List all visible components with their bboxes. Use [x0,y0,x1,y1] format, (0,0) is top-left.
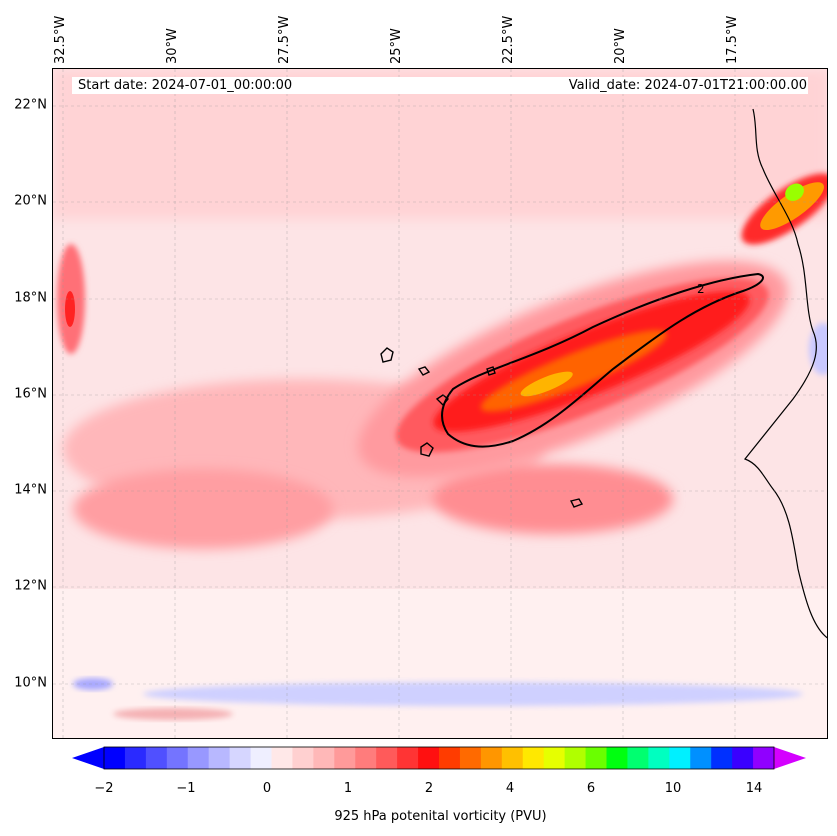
colorbar-under-arrow [72,747,104,769]
pv-negative-band [143,682,803,706]
lon-label-17-5w: 17.5°W [725,15,740,64]
african-coastline [744,108,827,639]
start-date: Start date: 2024-07-01_00:00:00 [78,78,293,93]
pv-coastal-feature [741,173,827,245]
colorbar-segment [585,747,607,769]
lat-label-20n: 20°N [14,193,47,209]
lat-label-18n: 18°N [14,290,47,306]
colorbar-tick: −1 [176,781,196,796]
colorbar-segment [397,747,419,769]
colorbar-segment [104,747,126,769]
pv-patch-south [433,464,673,534]
colorbar-segment [271,747,293,769]
colorbar-segment [250,747,272,769]
lon-label-20w: 20°W [613,28,628,64]
lon-label-25w: 25°W [389,28,404,64]
colorbar-segment [208,747,231,769]
pv-west-core [65,291,75,327]
lon-label-30w: 30°W [165,28,180,64]
colorbar-tick: 10 [664,781,682,796]
colorbar-over-arrow [774,747,806,769]
colorbar-tick: 2 [424,781,434,796]
map-panel: 2 [52,68,828,739]
colorbar-segment [753,747,775,769]
colorbar-segment [669,747,691,769]
colorbar-segment [606,747,628,769]
lat-label-14n: 14°N [14,482,47,498]
colorbar-segment [166,747,189,769]
colorbar-segment [627,747,649,769]
colorbar-tick: 6 [586,781,596,796]
colorbar-tick: 1 [343,781,353,796]
lat-label-16n: 16°N [14,386,47,402]
date-banner [72,77,808,94]
colorbar-segment [648,747,670,769]
colorbar-segment [459,747,482,769]
colorbar-tick: 0 [262,781,272,796]
potential-vorticity-map: 2 [53,69,827,738]
valid-date: Valid_date: 2024-07-01T21:00:00.00 [568,78,807,93]
pv-patch-southwest [73,469,333,549]
lat-label-12n: 12°N [14,578,47,594]
colorbar-segment [501,747,524,769]
colorbar-segment [355,747,377,769]
colorbar-segment [124,747,147,769]
lat-label-10n: 10°N [14,675,47,691]
colorbar-outline [103,746,775,770]
colorbar-segment [732,747,754,769]
colorbar-segments [104,747,775,769]
colorbar-segment [187,747,210,769]
pv-field-north [53,69,827,219]
colorbar-segment [145,747,168,769]
lon-label-32-5w: 32.5°W [53,15,68,64]
colorbar-tick: 4 [505,781,515,796]
pv-weak-positive [113,708,233,720]
colorbar-segment [522,747,545,769]
colorbar-segment [229,747,252,769]
colorbar-segment [292,747,314,769]
colorbar-segment [439,747,461,769]
lon-label-27-5w: 27.5°W [277,15,292,64]
graticule [53,69,827,738]
colorbar-segment [334,747,356,769]
colorbar-title: 925 hPa potenital vorticity (PVU) [334,809,547,824]
colorbar-segment [690,747,712,769]
colorbar-tick: 14 [745,781,763,796]
colorbar-segment [543,747,566,769]
colorbar-segment [376,747,398,769]
colorbar-tick: −2 [94,781,114,796]
colorbar-segment [480,747,503,769]
lat-label-22n: 22°N [14,97,47,113]
pv-2-contour [441,272,764,448]
lon-label-22-5w: 22.5°W [501,15,516,64]
pv-negative-spot [73,678,113,690]
colorbar-segment [564,747,587,769]
colorbar-segment [418,747,440,769]
cape-verde-islands [380,347,584,508]
colorbar-segment [313,747,335,769]
contour-label: 2 [697,282,705,296]
colorbar-segment [711,747,733,769]
